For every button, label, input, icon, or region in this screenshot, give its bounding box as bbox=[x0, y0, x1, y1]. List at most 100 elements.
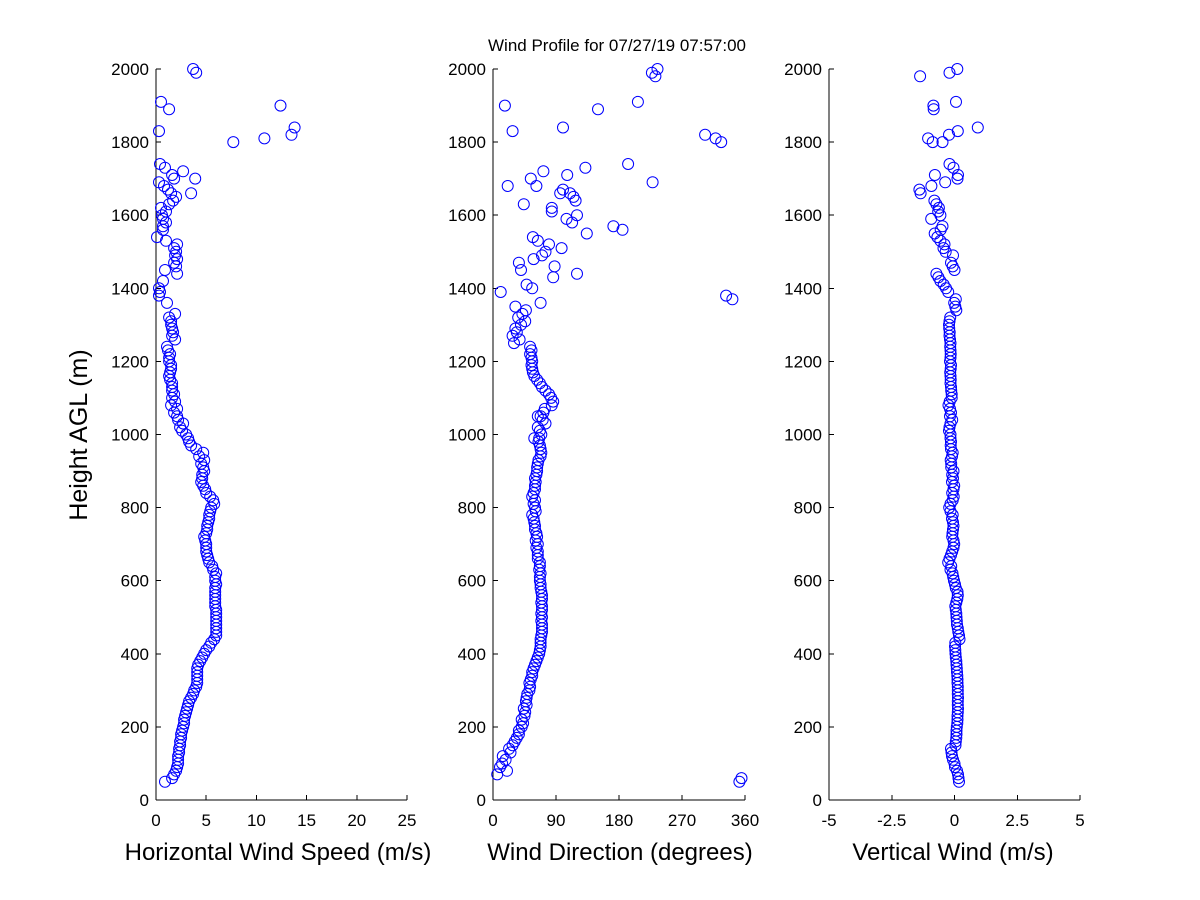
wind-direction-data-point bbox=[735, 772, 748, 785]
vertical-wind-data-point bbox=[946, 750, 958, 763]
wind-direction-data-point bbox=[733, 775, 746, 788]
vertical-wind-data-point bbox=[946, 512, 958, 525]
wind-direction-data-point bbox=[512, 311, 525, 324]
horizontal-wind-speed-data-point bbox=[205, 636, 218, 649]
vertical-wind-data-point bbox=[951, 125, 964, 138]
horizontal-wind-speed-data-point bbox=[185, 187, 198, 200]
vertical-wind-y-tick-label: 2000 bbox=[784, 60, 822, 79]
wind-direction-data-point bbox=[517, 198, 530, 211]
wind-direction-data-point bbox=[515, 713, 528, 726]
wind-direction-data-point bbox=[561, 169, 574, 181]
horizontal-wind-speed-data-point bbox=[210, 578, 223, 591]
vertical-wind-y-tick-label: 1200 bbox=[784, 352, 822, 371]
wind-direction-data-point bbox=[554, 187, 567, 200]
horizontal-wind-speed-data-point bbox=[258, 132, 271, 145]
horizontal-wind-speed-x-tick-label: 0 bbox=[151, 811, 160, 830]
vertical-wind-data-point bbox=[927, 103, 940, 116]
horizontal-wind-speed-data-point bbox=[180, 428, 193, 441]
horizontal-wind-speed-y-tick-label: 1800 bbox=[111, 133, 149, 152]
vertical-wind-data-point bbox=[943, 315, 956, 328]
wind-direction-data-point bbox=[512, 256, 525, 269]
horizontal-wind-speed-data-point bbox=[197, 446, 210, 459]
wind-direction-data-point bbox=[501, 180, 514, 192]
horizontal-wind-speed-data-point bbox=[198, 465, 211, 478]
vertical-wind-data-point bbox=[949, 761, 961, 774]
vertical-wind-y-tick-label: 400 bbox=[794, 645, 822, 664]
vertical-wind-y-tick-label: 1000 bbox=[784, 426, 822, 445]
horizontal-wind-speed-data-point bbox=[167, 194, 180, 207]
wind-direction-data-point bbox=[571, 209, 583, 222]
wind-direction-data-point bbox=[536, 249, 548, 262]
wind-direction-data-point bbox=[496, 757, 509, 770]
vertical-wind-data-point bbox=[940, 282, 952, 295]
wind-direction-x-tick-label: 180 bbox=[605, 811, 633, 830]
horizontal-wind-speed-y-tick-label: 1600 bbox=[111, 206, 149, 225]
wind-direction-data-point bbox=[508, 735, 521, 748]
horizontal-wind-speed-data-point bbox=[285, 128, 298, 141]
panel-wind-direction: 0 200 400 600 800 1000 1200 1400 1600 1800 2000 0 90… bbox=[448, 60, 759, 866]
wind-direction-data-point bbox=[715, 136, 728, 149]
vertical-wind-y-tick-label: 600 bbox=[794, 572, 822, 591]
vertical-wind-data-point bbox=[914, 70, 927, 83]
wind-direction-data-point bbox=[529, 494, 541, 507]
vertical-wind-data-point bbox=[949, 644, 962, 657]
wind-direction-data-point bbox=[555, 242, 568, 255]
horizontal-wind-speed-y-tick-label: 200 bbox=[121, 718, 149, 737]
wind-direction-y-tick-label: 400 bbox=[458, 645, 486, 664]
wind-direction-data-point bbox=[512, 724, 525, 737]
horizontal-wind-speed-data-point bbox=[159, 264, 171, 276]
wind-direction-data-point bbox=[560, 212, 573, 225]
wind-direction-data-point bbox=[545, 205, 558, 218]
horizontal-wind-speed-y-tick-label: 400 bbox=[121, 645, 149, 664]
wind-direction-data-point bbox=[527, 253, 540, 266]
wind-direction-x-tick-label: 90 bbox=[547, 811, 566, 830]
horizontal-wind-speed-data-point bbox=[165, 399, 178, 412]
vertical-wind-y-tick-label: 1800 bbox=[784, 133, 822, 152]
horizontal-wind-speed-data-point bbox=[167, 326, 180, 339]
vertical-wind-data-point bbox=[922, 132, 935, 145]
vertical-wind-y-tick-label: 1400 bbox=[784, 279, 822, 298]
wind-direction-data-point bbox=[537, 165, 550, 178]
horizontal-wind-speed-data-point bbox=[171, 410, 184, 423]
horizontal-wind-speed-data-point bbox=[187, 63, 200, 75]
vertical-wind-data-point bbox=[952, 169, 964, 181]
horizontal-wind-speed-y-tick-label: 0 bbox=[140, 791, 149, 810]
vertical-wind-x-tick-label: 2.5 bbox=[1005, 811, 1029, 830]
horizontal-wind-speed-data-point bbox=[153, 125, 165, 138]
horizontal-wind-speed-data-point bbox=[169, 333, 182, 346]
wind-direction-data-point bbox=[557, 183, 569, 196]
wind-direction-data-point bbox=[567, 190, 580, 203]
wind-direction-data-point bbox=[699, 128, 712, 141]
wind-direction-data-point bbox=[526, 231, 539, 244]
vertical-wind-y-tick-label: 0 bbox=[813, 791, 822, 810]
vertical-wind-data-point bbox=[934, 209, 947, 222]
horizontal-wind-speed-y-tick-label: 1400 bbox=[111, 279, 149, 298]
horizontal-wind-speed-data-point bbox=[190, 66, 203, 79]
horizontal-wind-speed-data-point bbox=[174, 421, 187, 434]
wind-direction-y-tick-label: 800 bbox=[458, 499, 486, 518]
vertical-wind-y-tick-label: 200 bbox=[794, 718, 822, 737]
horizontal-wind-speed-y-tick-label: 600 bbox=[121, 572, 149, 591]
wind-direction-y-tick-label: 0 bbox=[477, 791, 486, 810]
wind-direction-y-tick-label: 200 bbox=[458, 718, 486, 737]
wind-direction-x-tick-label: 270 bbox=[668, 811, 696, 830]
horizontal-wind-speed-data-point bbox=[176, 724, 189, 737]
horizontal-wind-speed-data-point bbox=[157, 212, 169, 225]
horizontal-wind-speed-data-point bbox=[153, 282, 165, 295]
horizontal-wind-speed-data-point bbox=[165, 318, 178, 331]
wind-direction-data-point bbox=[649, 70, 662, 83]
wind-direction-y-tick-label: 1000 bbox=[448, 426, 486, 445]
vertical-wind-y-tick-label: 1600 bbox=[784, 206, 822, 225]
vertical-wind-x-tick-label: -2.5 bbox=[877, 811, 906, 830]
wind-direction-data-point bbox=[726, 293, 739, 306]
horizontal-wind-speed-data-point bbox=[155, 95, 167, 108]
horizontal-wind-speed-data-point bbox=[168, 242, 181, 255]
wind-direction-data-point bbox=[496, 750, 509, 763]
horizontal-wind-speed-x-tick-label: 25 bbox=[398, 811, 417, 830]
wind-direction-data-point bbox=[515, 264, 527, 276]
panel-horizontal-wind-speed: 0 200 400 600 800 1000 1200 1400 1600 1800 2000 0 5 1… bbox=[111, 60, 431, 866]
wind-direction-data-point bbox=[535, 446, 548, 459]
horizontal-wind-speed-data-point bbox=[171, 402, 184, 415]
wind-direction-x-tick-label: 360 bbox=[731, 811, 759, 830]
wind-direction-data-point bbox=[579, 161, 592, 174]
